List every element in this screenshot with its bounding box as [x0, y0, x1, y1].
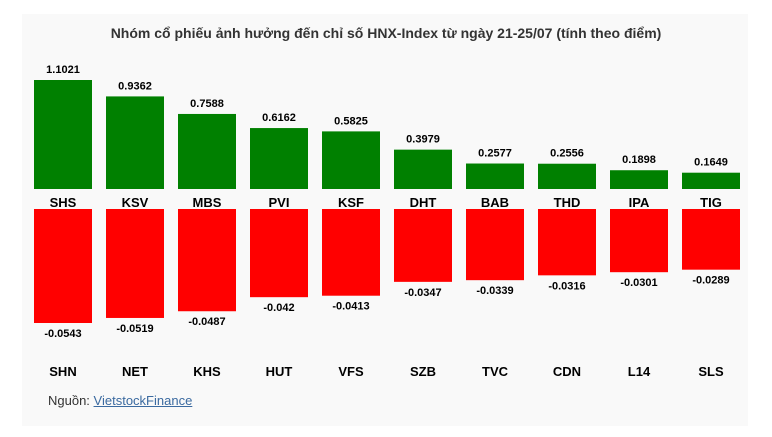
bar-vfs — [322, 209, 380, 296]
value-label-bab: 0.2577 — [478, 148, 512, 160]
category-label-hut: HUT — [266, 364, 293, 379]
value-label-pvi: 0.6162 — [262, 112, 296, 124]
bar-hut — [250, 209, 308, 298]
bar-shn — [34, 209, 92, 323]
value-label-szb: -0.0347 — [404, 287, 441, 299]
bar-ksv — [106, 96, 164, 189]
value-label-thd: 0.2556 — [550, 148, 584, 160]
category-label-khs: KHS — [193, 364, 221, 379]
chart-frame: Nhóm cổ phiếu ảnh hưởng đến chỉ số HNX-I… — [22, 14, 748, 426]
category-label-pvi: PVI — [269, 195, 290, 210]
category-label-l14: L14 — [628, 364, 651, 379]
bar-bab — [466, 163, 524, 189]
category-label-ipa: IPA — [629, 195, 650, 210]
bar-khs — [178, 209, 236, 312]
value-label-tvc: -0.0339 — [476, 285, 513, 297]
bar-sls — [682, 209, 740, 270]
value-label-cdn: -0.0316 — [548, 280, 585, 292]
value-label-sls: -0.0289 — [692, 275, 729, 287]
category-label-szb: SZB — [410, 364, 436, 379]
bar-shs — [34, 80, 92, 189]
bar-mbs — [178, 113, 236, 189]
category-label-shn: SHN — [49, 364, 76, 379]
bar-tig — [682, 172, 740, 189]
value-label-shn: -0.0543 — [44, 328, 81, 340]
negative-bars: -0.0543 SHN -0.0519 NET -0.0487 KHS -0.042 HUT -… — [34, 209, 740, 379]
value-label-khs: -0.0487 — [188, 316, 225, 328]
bar-cdn — [538, 209, 596, 276]
value-label-hut: -0.042 — [263, 302, 294, 314]
bar-szb — [394, 209, 452, 282]
bar-pvi — [250, 128, 308, 189]
category-label-cdn: CDN — [553, 364, 581, 379]
value-label-net: -0.0519 — [116, 323, 153, 335]
source-prefix: Nguồn: — [48, 393, 94, 408]
bar-net — [106, 209, 164, 318]
chart: Nhóm cổ phiếu ảnh hưởng đến chỉ số HNX-I… — [34, 25, 740, 379]
value-label-vfs: -0.0413 — [332, 301, 369, 313]
category-label-shs: SHS — [50, 195, 77, 210]
category-label-thd: THD — [554, 195, 581, 210]
bar-l14 — [610, 209, 668, 273]
category-label-tvc: TVC — [482, 364, 509, 379]
source-line: Nguồn: VietstockFinance — [48, 393, 192, 408]
chart-title: Nhóm cổ phiếu ảnh hưởng đến chỉ số HNX-I… — [111, 25, 662, 41]
value-label-ipa: 0.1898 — [622, 154, 656, 166]
category-label-dht: DHT — [410, 195, 437, 210]
value-label-mbs: 0.7588 — [190, 98, 224, 110]
positive-bars: 1.1021 SHS 0.9362 KSV 0.7588 MBS 0.6162 PVI 0.58… — [34, 64, 740, 210]
category-label-net: NET — [122, 364, 148, 379]
category-label-ksf: KSF — [338, 195, 364, 210]
value-label-ksv: 0.9362 — [118, 80, 152, 92]
category-label-ksv: KSV — [122, 195, 149, 210]
category-label-bab: BAB — [481, 195, 509, 210]
value-label-shs: 1.1021 — [46, 64, 80, 76]
bar-ksf — [322, 131, 380, 189]
category-label-tig: TIG — [700, 195, 722, 210]
bar-thd — [538, 163, 596, 189]
source-link[interactable]: VietstockFinance — [93, 393, 193, 408]
bar-dht — [394, 149, 452, 189]
category-label-mbs: MBS — [193, 195, 222, 210]
bar-tvc — [466, 209, 524, 281]
category-label-sls: SLS — [698, 364, 724, 379]
category-label-vfs: VFS — [338, 364, 364, 379]
bar-ipa — [610, 170, 668, 189]
value-label-dht: 0.3979 — [406, 134, 440, 146]
value-label-l14: -0.0301 — [620, 277, 657, 289]
value-label-ksf: 0.5825 — [334, 115, 368, 127]
value-label-tig: 0.1649 — [694, 157, 728, 169]
